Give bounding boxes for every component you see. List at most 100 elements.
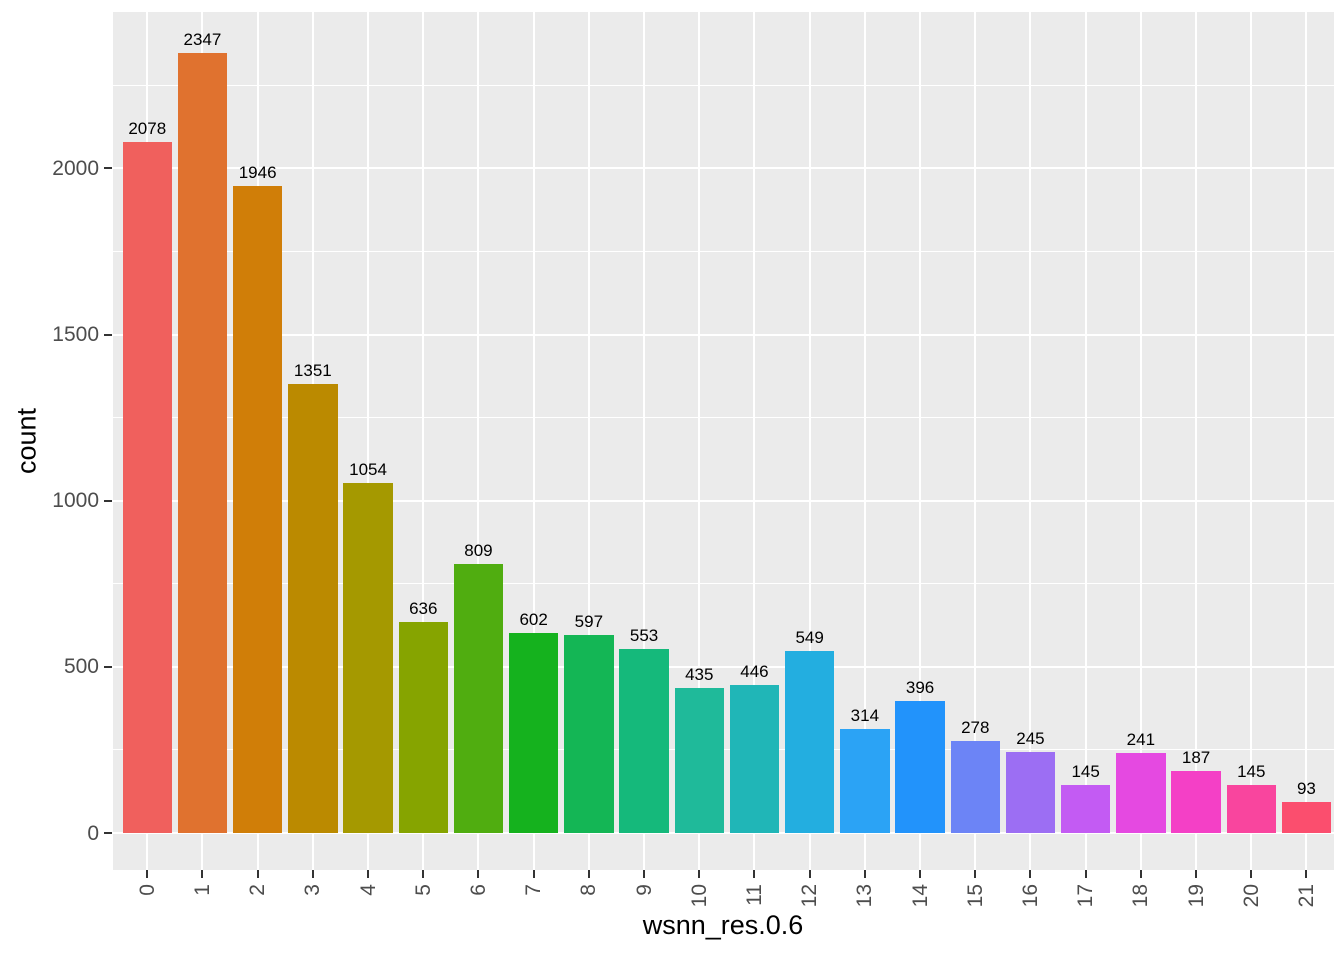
x-tick-label: 11 [742,884,766,906]
plot-panel [113,12,1334,870]
gridline-major [477,12,480,870]
bar-value-label: 278 [961,717,990,737]
x-tick-label: 5 [411,884,435,896]
bar [619,649,669,833]
gridline-major [1195,12,1198,870]
x-tick-label: 12 [798,884,822,908]
x-tick-mark [1195,870,1198,878]
gridline-major [808,12,811,870]
x-tick-mark [311,870,314,878]
y-tick-label: 1500 [52,323,99,347]
gridline-major [113,665,1334,668]
x-tick-label: 10 [687,884,711,908]
x-tick-label: 16 [1018,884,1042,908]
x-tick-mark [919,870,922,878]
gridline-major [1305,12,1308,870]
gridline-major [919,12,922,870]
x-tick-mark [974,870,977,878]
x-tick-mark [1250,870,1253,878]
x-tick-mark [587,870,590,878]
bar [1226,784,1276,833]
y-tick-mark [104,499,112,502]
bar [1060,784,1111,833]
x-tick-mark [367,870,370,878]
bar [343,482,393,833]
x-tick-label: 8 [577,884,601,896]
y-tick-label: 2000 [52,156,99,180]
x-tick-mark [1139,870,1142,878]
bar [122,142,172,833]
x-tick-label: 9 [632,884,656,896]
bar-value-label: 241 [1126,729,1156,749]
gridline-major [113,333,1334,336]
bar [232,186,283,833]
x-tick-label: 20 [1239,884,1263,908]
x-tick-label: 15 [963,884,987,908]
bar [177,53,228,833]
gridline-major [532,12,535,870]
gridline-major [974,12,977,870]
bar-value-label: 597 [574,611,604,631]
x-tick-mark [532,870,535,878]
bar [950,740,1000,833]
bar-value-label: 636 [409,598,438,618]
x-axis-title: wsnn_res.0.6 [642,910,804,940]
y-tick-mark [104,167,112,170]
bar [840,728,890,833]
bar [1005,751,1056,833]
x-tick-mark [1084,870,1087,878]
bar [729,684,780,833]
bar-value-label: 446 [740,661,769,681]
bar-value-label: 1946 [238,163,277,183]
bar [1281,802,1332,833]
y-axis-title: count [11,407,42,475]
x-tick-label: 14 [908,884,932,908]
y-tick-mark [104,832,112,834]
bar-value-label: 1054 [349,459,387,479]
gridline-major [863,12,866,870]
x-tick-label: 7 [522,884,546,896]
bar-value-label: 187 [1181,747,1211,767]
y-tick-mark [104,665,112,668]
bar [1116,752,1166,833]
x-tick-label: 0 [135,884,159,896]
x-tick-mark [643,870,646,878]
gridline-major [367,12,370,870]
bar-value-label: 145 [1071,761,1100,781]
bar [895,701,945,833]
gridline-major [422,12,425,870]
x-tick-label: 1 [190,884,214,896]
gridline-major [1084,12,1087,870]
bar-value-label: 2347 [183,30,222,50]
bar [674,688,724,833]
x-tick-mark [256,870,259,878]
gridline-major [113,167,1334,170]
bar-value-label: 145 [1237,761,1266,781]
x-tick-mark [863,870,866,878]
y-tick-mark [104,333,112,336]
bar [784,650,835,833]
bar-value-label: 602 [519,609,548,629]
gridline-major [113,832,1334,834]
bar-value-label: 435 [685,665,714,685]
bar-value-label: 245 [1016,728,1045,748]
x-tick-mark [422,870,425,878]
x-tick-label: 17 [1074,884,1098,908]
y-tick-label: 0 [87,821,99,845]
x-tick-label: 21 [1294,884,1318,908]
bar-value-label: 1351 [293,361,332,381]
x-tick-label: 18 [1129,884,1153,908]
y-tick-label: 500 [63,655,99,679]
gridline-minor [113,250,1334,252]
bar [1171,770,1221,833]
x-tick-label: 6 [466,884,490,896]
bar-value-label: 553 [629,626,659,646]
x-tick-label: 3 [301,884,325,896]
gridline-minor [113,84,1334,86]
x-tick-mark [1029,870,1032,878]
bar-value-label: 809 [464,541,493,561]
x-tick-label: 13 [853,884,877,908]
gridline-major [753,12,756,870]
x-tick-label: 4 [356,884,380,896]
